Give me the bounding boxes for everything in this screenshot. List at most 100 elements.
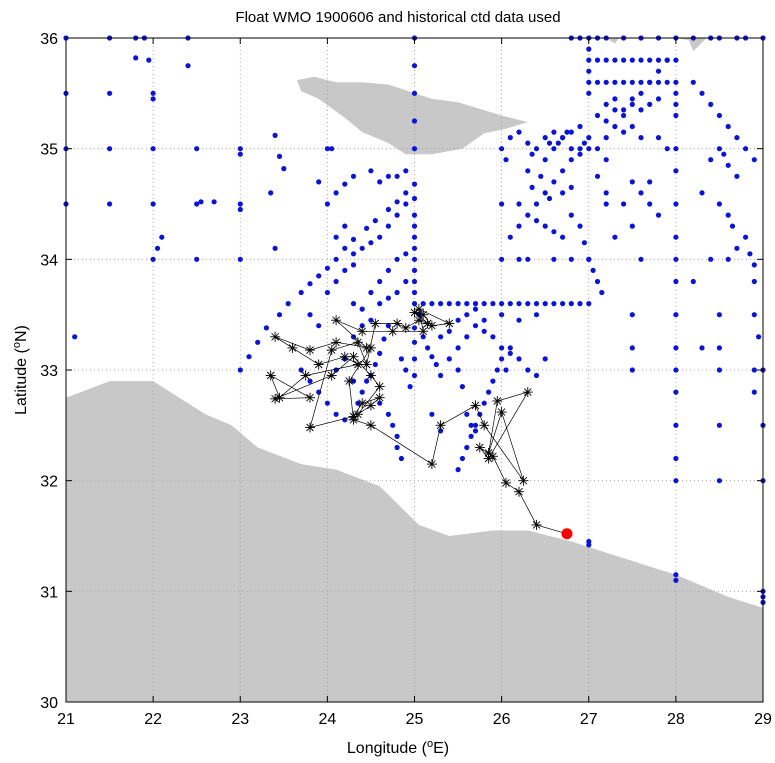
ctd-point — [612, 234, 618, 240]
ctd-point — [621, 79, 627, 85]
ctd-point — [377, 234, 383, 240]
ctd-point — [385, 323, 391, 329]
ctd-point — [333, 278, 339, 285]
ctd-point — [316, 179, 322, 185]
ctd-point — [551, 146, 557, 152]
trajectory-point — [270, 331, 281, 342]
trajectory-point — [413, 304, 424, 315]
ctd-point — [255, 339, 261, 345]
ctd-point — [603, 79, 609, 85]
ctd-point — [307, 312, 313, 318]
ctd-point — [385, 173, 391, 179]
ctd-point — [716, 422, 723, 428]
ctd-point — [751, 157, 757, 163]
ctd-point — [481, 317, 487, 323]
ctd-point — [394, 173, 400, 179]
ctd-point — [499, 345, 505, 351]
ctd-point — [568, 129, 574, 135]
trajectory-point — [270, 393, 281, 404]
ctd-point — [429, 354, 435, 360]
asterisk-stroke — [445, 319, 454, 328]
asterisk-stroke — [415, 305, 423, 313]
trajectory-point — [501, 477, 511, 488]
ctd-point — [107, 201, 113, 207]
x-axis-label: Longitude (oE) — [347, 738, 449, 757]
ctd-point — [533, 201, 540, 207]
ctd-point — [751, 312, 757, 318]
asterisk-stroke — [327, 371, 336, 380]
ctd-point — [237, 201, 243, 207]
ctd-point — [655, 135, 662, 141]
ctd-point — [533, 301, 540, 307]
ctd-point — [586, 146, 592, 152]
ctd-point — [581, 240, 588, 246]
ctd-point — [276, 153, 283, 159]
ctd-point — [486, 389, 492, 395]
ctd-point — [324, 265, 330, 271]
ctd-point — [673, 278, 679, 285]
asterisk-stroke — [349, 412, 358, 421]
ctd-point — [150, 146, 156, 152]
ctd-point — [708, 256, 714, 262]
ctd-point — [525, 301, 531, 307]
ctd-point — [690, 278, 696, 285]
ctd-point — [411, 118, 418, 124]
ctd-point — [507, 234, 513, 240]
ctd-point — [594, 278, 601, 285]
ctd-point — [529, 184, 535, 190]
ctd-point — [503, 367, 509, 373]
y-tick-label: 36 — [40, 31, 58, 48]
asterisk-stroke — [358, 399, 367, 408]
ctd-point — [612, 107, 618, 113]
ctd-point — [673, 389, 679, 395]
ctd-point — [411, 63, 418, 69]
trajectory-point — [470, 400, 481, 411]
ctd-point — [756, 334, 762, 340]
ctd-point — [568, 157, 574, 163]
ctd-point — [621, 107, 627, 113]
ctd-point — [673, 312, 679, 318]
asterisk-stroke — [419, 327, 428, 336]
ctd-point — [342, 223, 348, 229]
ctd-point — [629, 179, 635, 185]
asterisk-stroke — [367, 371, 375, 380]
trajectory-point — [418, 326, 429, 337]
asterisk-stroke — [306, 393, 314, 402]
ctd-point — [673, 90, 679, 96]
trajectory-point — [357, 398, 368, 409]
asterisk-stroke — [314, 360, 323, 369]
trajectory-point — [492, 396, 503, 406]
ctd-point — [603, 157, 609, 163]
trajectory-point — [265, 370, 276, 381]
trajectory-point — [518, 475, 529, 486]
ctd-point — [237, 256, 243, 262]
ctd-point — [472, 301, 479, 307]
ctd-point — [385, 295, 391, 301]
ctd-point — [516, 317, 522, 323]
x-tick-label: 21 — [57, 711, 75, 728]
asterisk-stroke — [367, 421, 375, 430]
ctd-point — [503, 157, 509, 163]
trajectory-point — [287, 342, 298, 353]
ctd-point — [154, 245, 161, 251]
ctd-point — [298, 367, 304, 373]
ctd-point — [329, 146, 335, 152]
ctd-point — [603, 101, 609, 107]
ctd-point — [655, 57, 662, 63]
ctd-point — [324, 289, 330, 296]
asterisk-stroke — [484, 454, 493, 463]
ctd-point — [533, 372, 540, 379]
ctd-point — [725, 123, 731, 130]
ctd-point — [751, 262, 757, 268]
ctd-point — [664, 146, 670, 152]
ctd-point — [560, 190, 566, 196]
ctd-point — [150, 96, 156, 102]
ctd-point — [577, 123, 583, 130]
ctd-point — [546, 195, 553, 202]
asterisk-stroke — [271, 394, 279, 403]
ctd-point — [629, 79, 635, 85]
asterisk-stroke — [340, 352, 349, 361]
ctd-point — [150, 201, 156, 207]
asterisk-stroke — [375, 393, 384, 402]
